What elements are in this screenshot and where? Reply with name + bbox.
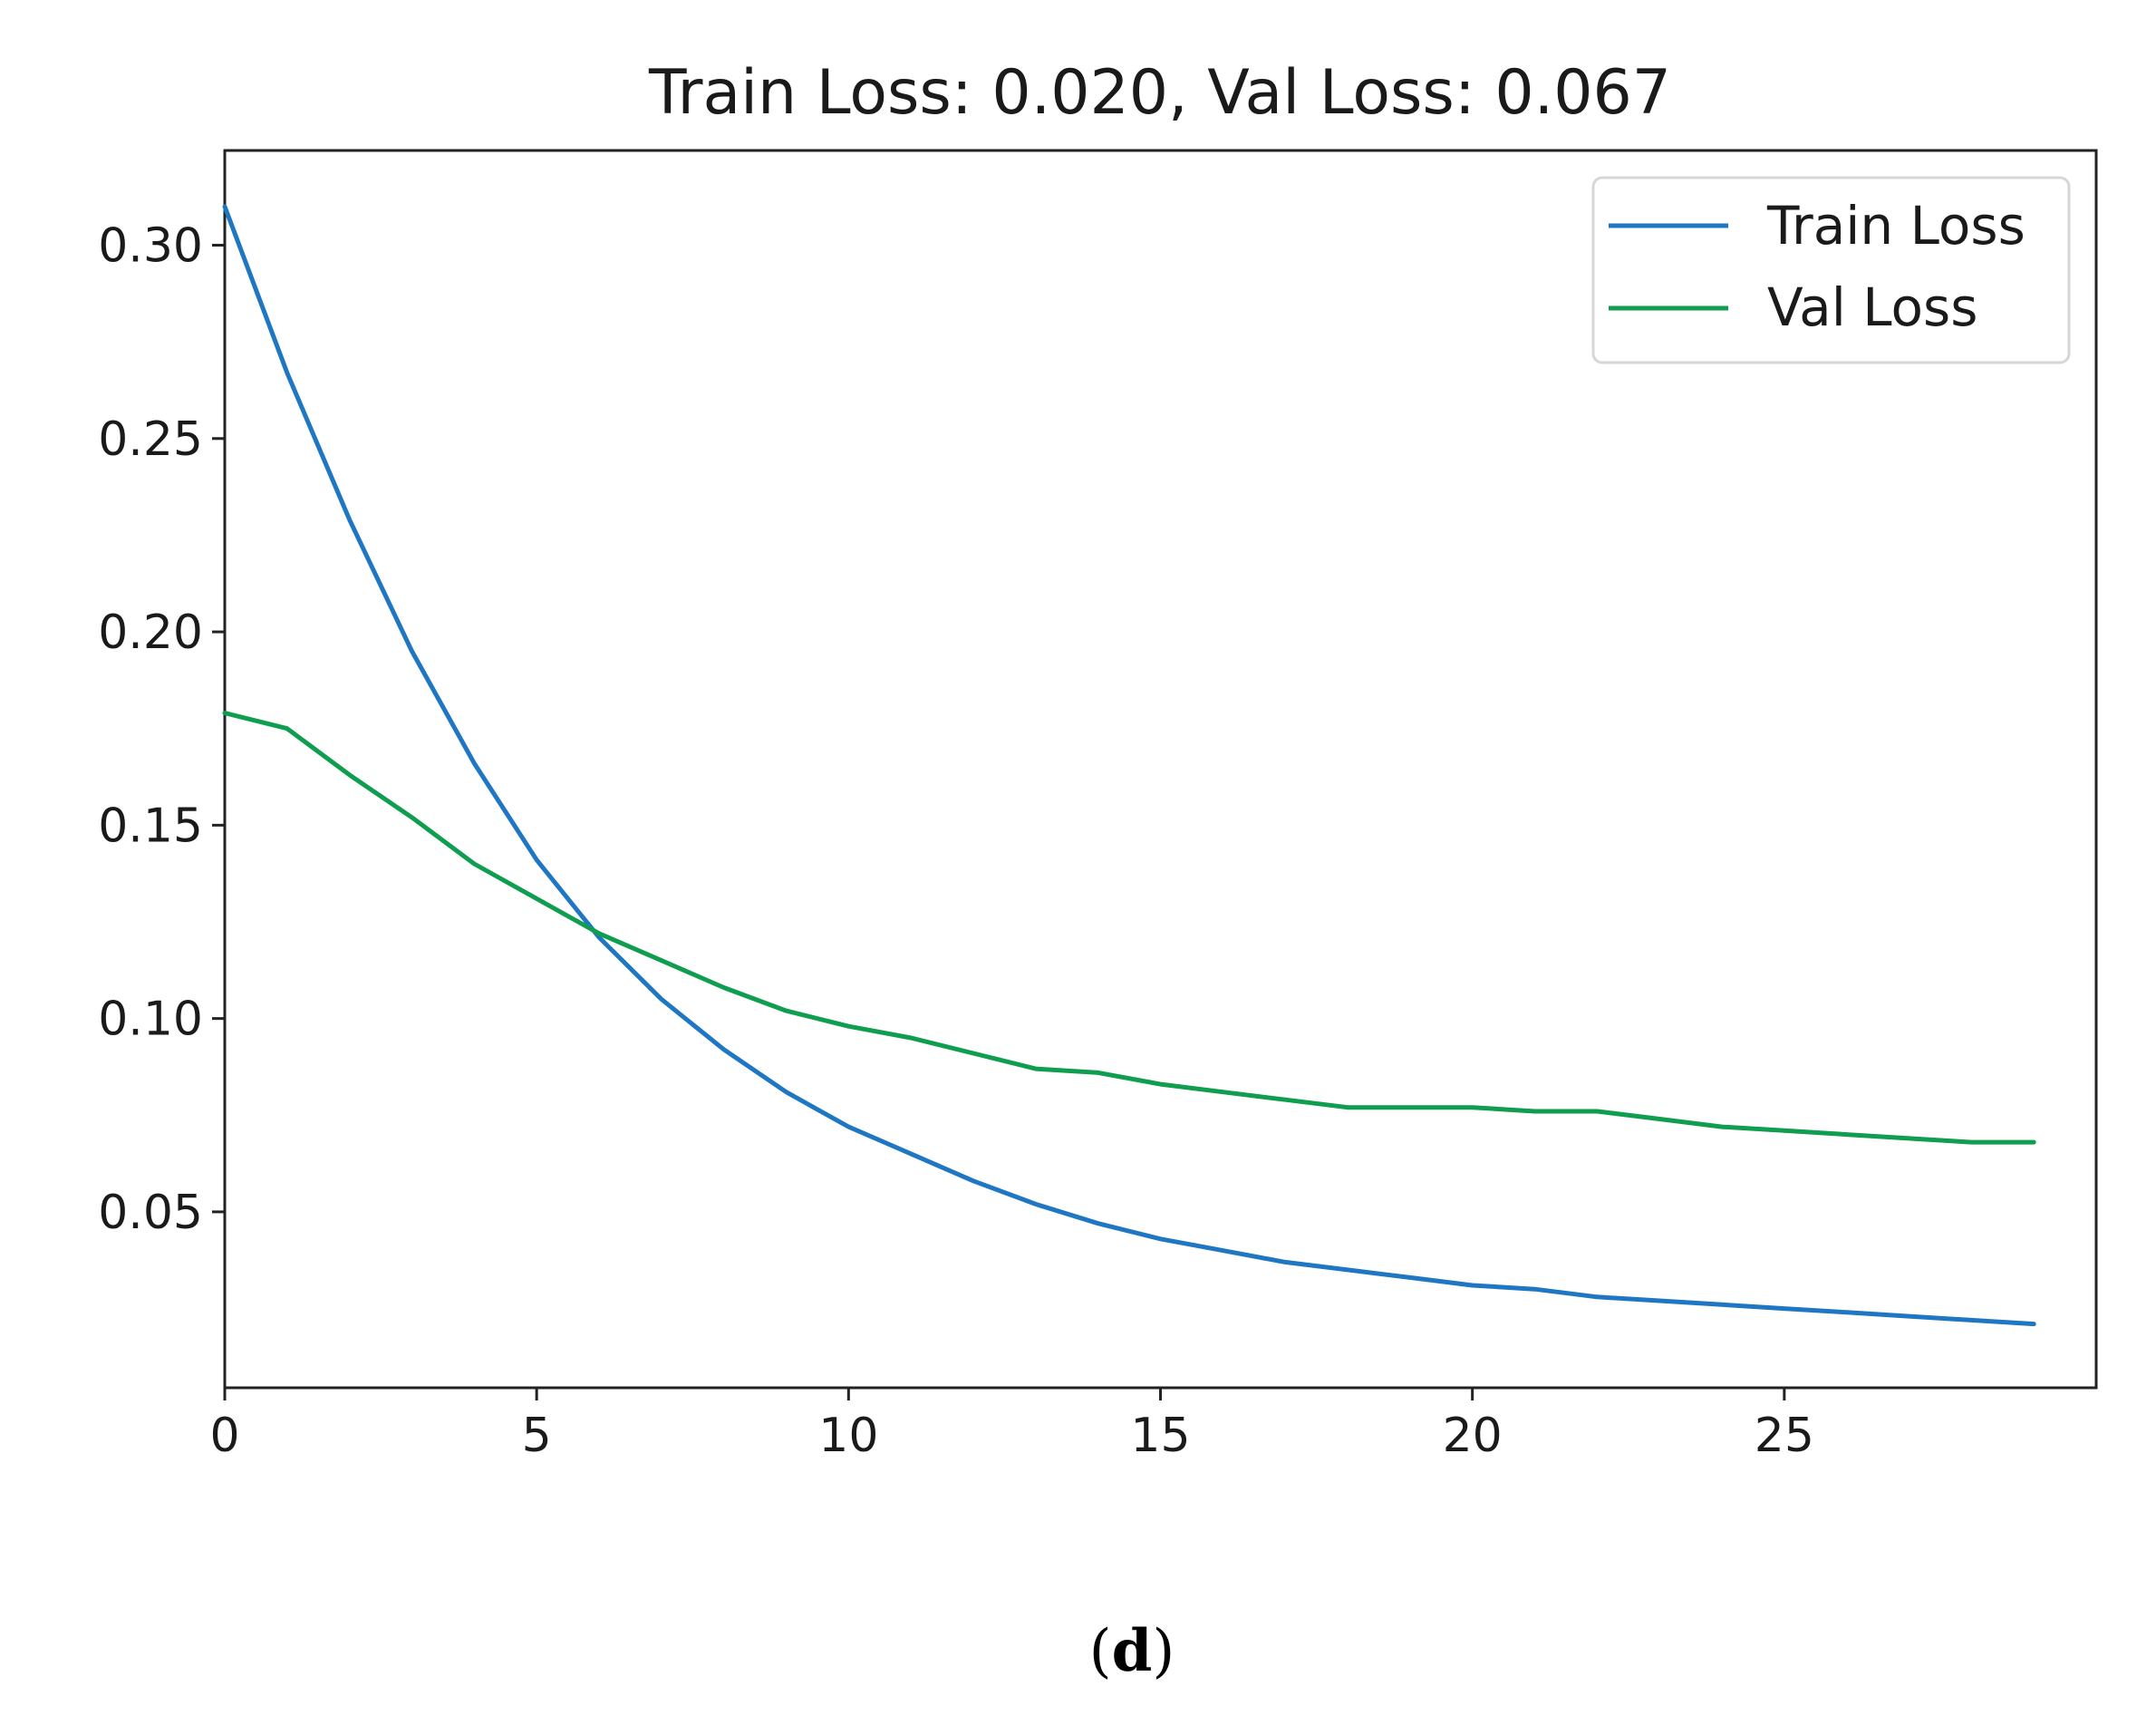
x-tick-label-0: 0 — [209, 1409, 239, 1463]
caption-letter: d — [1112, 1617, 1153, 1685]
series-lines — [222, 204, 2036, 1327]
y-tick-label-5: 0.30 — [98, 219, 203, 274]
x-tick-label-2: 10 — [818, 1409, 878, 1463]
series-line-train-loss — [222, 204, 2036, 1327]
legend-label-train-loss: Train Loss — [1766, 195, 2025, 257]
legend-label-val-loss: Val Loss — [1767, 276, 1977, 338]
x-tick-label-4: 20 — [1443, 1409, 1503, 1463]
x-tick-label-5: 25 — [1755, 1409, 1814, 1463]
x-axis: 0 5 10 15 20 25 — [209, 1388, 1814, 1463]
chart-title: Train Loss: 0.020, Val Loss: 0.067 — [648, 57, 1671, 129]
caption-close-paren: ) — [1152, 1618, 1175, 1685]
y-tick-label-0: 0.05 — [98, 1186, 203, 1240]
caption-open-paren: ( — [1089, 1618, 1112, 1685]
y-axis: 0.05 0.10 0.15 0.20 0.25 0.30 — [98, 219, 225, 1240]
legend: Train Loss Val Loss — [1591, 176, 2071, 364]
y-tick-label-3: 0.20 — [98, 606, 203, 660]
series-line-val-loss — [222, 711, 2036, 1145]
y-tick-label-4: 0.25 — [98, 412, 203, 467]
figure-caption: (d) — [1089, 1617, 1175, 1685]
y-tick-label-2: 0.15 — [98, 799, 203, 853]
x-tick-label-3: 15 — [1130, 1409, 1190, 1463]
plot-area: 0 5 10 15 20 25 0.05 0.10 0.15 0.20 0.25 0.30 — [98, 149, 2098, 1463]
x-tick-label-1: 5 — [522, 1409, 552, 1463]
y-tick-label-1: 0.10 — [98, 993, 203, 1047]
